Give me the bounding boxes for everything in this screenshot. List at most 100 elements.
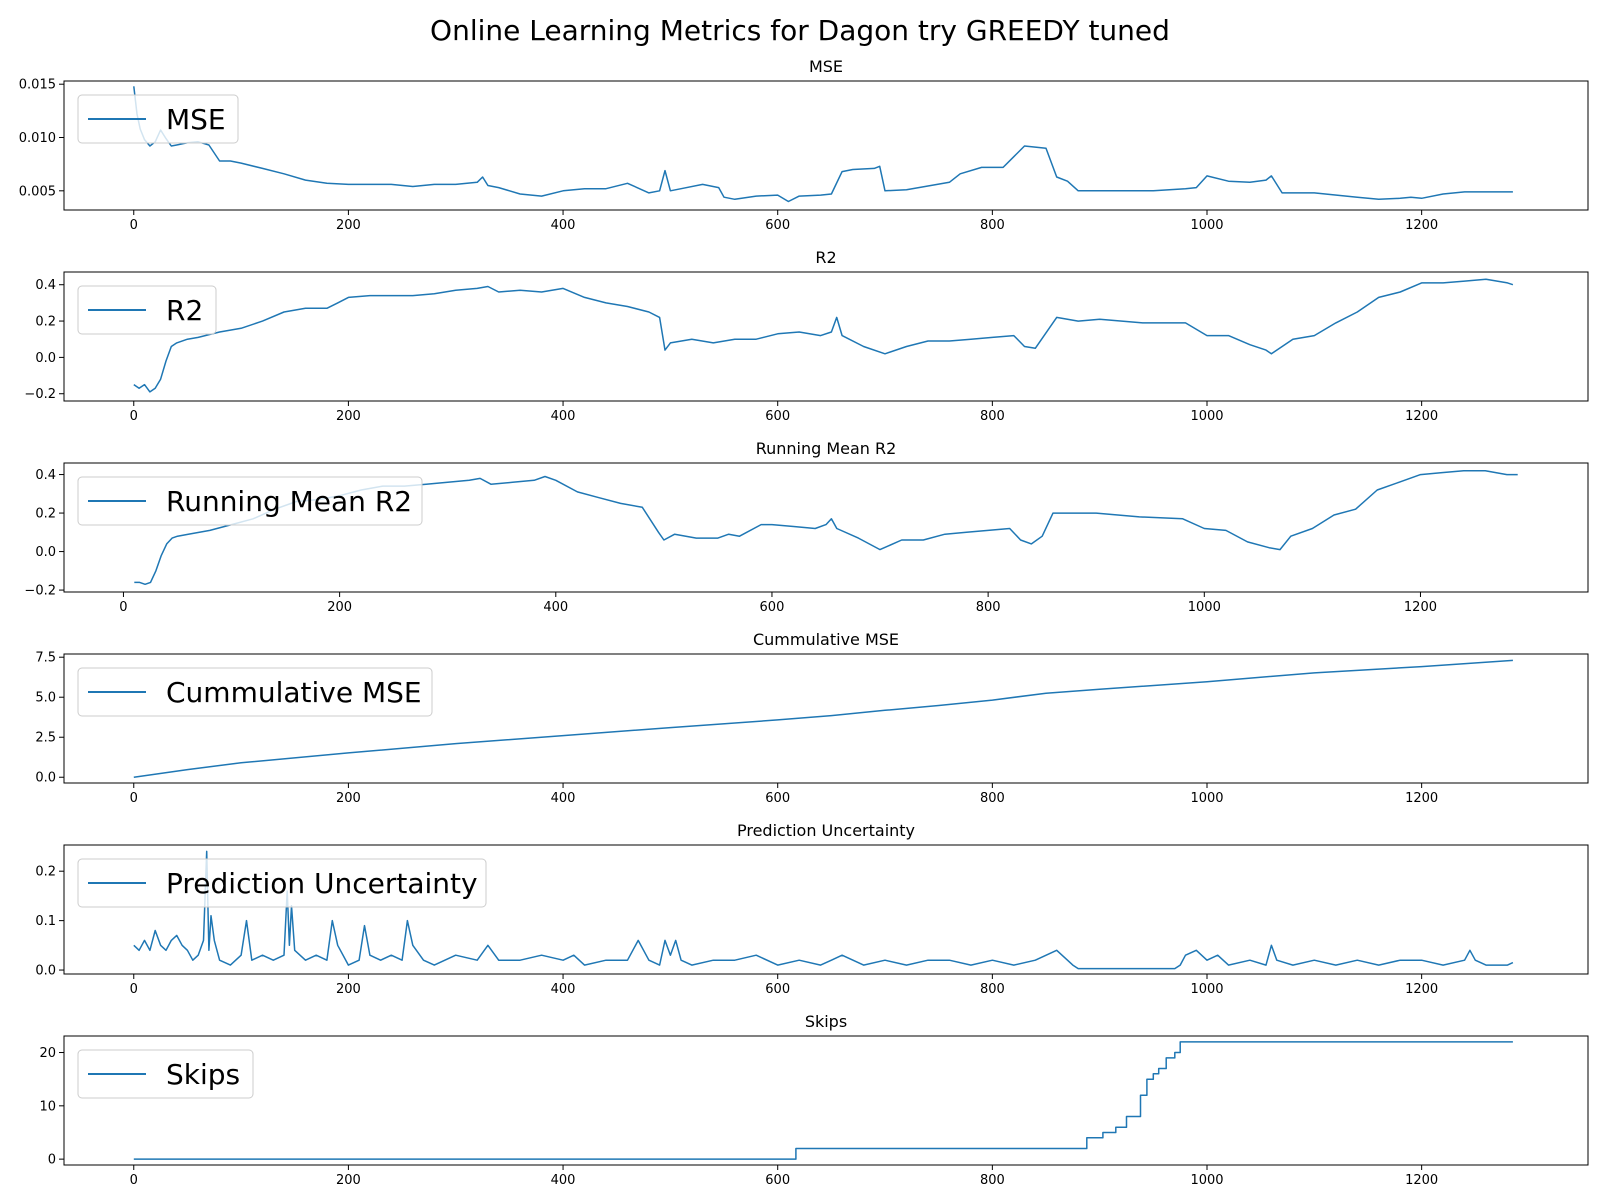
panel-1: R2 0 200 400 600 800 1000 1200 −0.2 0.0 0.2 0.4 R2 xyxy=(24,248,1589,424)
x-tick-label: 0 xyxy=(119,600,127,615)
x-tick-label: 200 xyxy=(336,409,361,424)
panel-title: Skips xyxy=(805,1012,847,1031)
y-tick-label: 20 xyxy=(39,1046,56,1061)
x-tick-label: 200 xyxy=(327,600,352,615)
x-tick-label: 800 xyxy=(980,791,1005,806)
legend: Prediction Uncertainty xyxy=(77,858,487,908)
x-tick-label: 400 xyxy=(543,600,568,615)
panel-title: MSE xyxy=(809,57,843,76)
legend: Skips xyxy=(77,1049,254,1099)
legend-label: R2 xyxy=(166,294,203,327)
axes-frame xyxy=(63,271,1589,402)
legend-label: Prediction Uncertainty xyxy=(166,867,478,900)
x-tick-label: 400 xyxy=(551,409,576,424)
panel-title: R2 xyxy=(815,248,836,267)
y-tick-label: −0.2 xyxy=(24,387,56,402)
panel-title: Cummulative MSE xyxy=(753,630,899,649)
y-tick-label: 0.4 xyxy=(35,278,56,293)
y-tick-label: 0.2 xyxy=(35,865,56,880)
y-tick-label: 0 xyxy=(48,1153,56,1168)
legend: MSE xyxy=(77,94,239,144)
x-tick-label: 0 xyxy=(130,1173,138,1188)
panel-title: Prediction Uncertainty xyxy=(737,821,915,840)
y-tick-label: 0.010 xyxy=(19,131,56,146)
series-line xyxy=(133,86,1513,203)
x-tick-label: 0 xyxy=(130,791,138,806)
legend-box xyxy=(77,1049,254,1099)
y-tick-label: 0.2 xyxy=(35,315,56,330)
x-tick-label: 600 xyxy=(760,600,785,615)
y-tick-label: 0.4 xyxy=(35,468,56,483)
legend: R2 xyxy=(77,285,217,335)
x-tick-label: 0 xyxy=(130,409,138,424)
x-tick-label: 1200 xyxy=(1404,600,1437,615)
x-tick-label: 600 xyxy=(765,409,790,424)
x-tick-label: 600 xyxy=(765,1173,790,1188)
legend-box xyxy=(77,476,423,526)
y-tick-label: 10 xyxy=(39,1099,56,1114)
x-tick-label: 600 xyxy=(765,791,790,806)
y-tick-label: 2.5 xyxy=(35,731,56,746)
panel-0: MSE 0 200 400 600 800 1000 1200 0.005 0.010 0.015 M… xyxy=(19,57,1589,233)
y-tick-label: 0.1 xyxy=(35,914,56,929)
x-tick-label: 400 xyxy=(551,982,576,997)
x-tick-label: 200 xyxy=(336,1173,361,1188)
legend: Cummulative MSE xyxy=(77,667,433,717)
legend: Running Mean R2 xyxy=(77,476,423,526)
x-tick-label: 1000 xyxy=(1190,218,1223,233)
y-tick-label: 5.0 xyxy=(35,691,56,706)
x-tick-label: 400 xyxy=(551,791,576,806)
panel-title: Running Mean R2 xyxy=(756,439,897,458)
figure-title: Online Learning Metrics for Dagon try GR… xyxy=(430,14,1170,47)
legend-box xyxy=(77,858,487,908)
axes-frame xyxy=(63,1035,1589,1166)
legend-label: Running Mean R2 xyxy=(166,485,412,518)
y-tick-label: 0.2 xyxy=(35,507,56,522)
x-tick-label: 800 xyxy=(980,982,1005,997)
legend-label: Cummulative MSE xyxy=(166,676,422,709)
x-tick-label: 400 xyxy=(551,1173,576,1188)
x-tick-label: 1000 xyxy=(1188,600,1221,615)
panel-5: Skips 0 200 400 600 800 1000 1200 0 10 20 Skips xyxy=(39,1012,1589,1188)
axes-frame xyxy=(63,462,1589,593)
y-tick-label: 0.0 xyxy=(35,771,56,786)
axes-frame xyxy=(63,80,1589,211)
y-tick-label: 0.0 xyxy=(35,351,56,366)
series-line xyxy=(133,278,1514,393)
x-tick-label: 1000 xyxy=(1190,1173,1223,1188)
panel-2: Running Mean R2 0 200 400 600 800 1000 1200 −0.2… xyxy=(24,439,1589,615)
x-tick-label: 1200 xyxy=(1405,1173,1438,1188)
x-tick-label: 200 xyxy=(336,218,361,233)
x-tick-label: 1200 xyxy=(1405,791,1438,806)
series-line xyxy=(133,850,1514,970)
y-tick-label: 0.0 xyxy=(35,545,56,560)
x-tick-label: 400 xyxy=(551,218,576,233)
x-tick-label: 0 xyxy=(130,982,138,997)
y-tick-label: 0.005 xyxy=(19,184,56,199)
panel-3: Cummulative MSE 0 200 400 600 800 1000 1200 0.0 2… xyxy=(35,630,1589,806)
x-tick-label: 1000 xyxy=(1190,409,1223,424)
x-tick-label: 1200 xyxy=(1405,409,1438,424)
x-tick-label: 1000 xyxy=(1190,791,1223,806)
series-line xyxy=(133,659,1513,778)
y-tick-label: 7.5 xyxy=(35,651,56,666)
x-tick-label: 800 xyxy=(976,600,1001,615)
x-tick-label: 800 xyxy=(980,218,1005,233)
x-tick-label: 1200 xyxy=(1405,218,1438,233)
legend-label: Skips xyxy=(166,1058,240,1091)
y-tick-label: 0.0 xyxy=(35,964,56,979)
legend-box xyxy=(77,667,433,717)
x-tick-label: 1200 xyxy=(1405,982,1438,997)
x-tick-label: 200 xyxy=(336,791,361,806)
axes-frame xyxy=(63,844,1589,975)
y-tick-label: −0.2 xyxy=(24,584,56,599)
y-tick-label: 0.015 xyxy=(19,78,56,93)
x-tick-label: 600 xyxy=(765,218,790,233)
legend-label: MSE xyxy=(166,103,226,136)
x-tick-label: 200 xyxy=(336,982,361,997)
x-tick-label: 800 xyxy=(980,409,1005,424)
panel-4: Prediction Uncertainty 0 200 400 600 800 1000 1… xyxy=(35,821,1589,997)
legend-box xyxy=(77,94,239,144)
legend-box xyxy=(77,285,217,335)
x-tick-label: 600 xyxy=(765,982,790,997)
